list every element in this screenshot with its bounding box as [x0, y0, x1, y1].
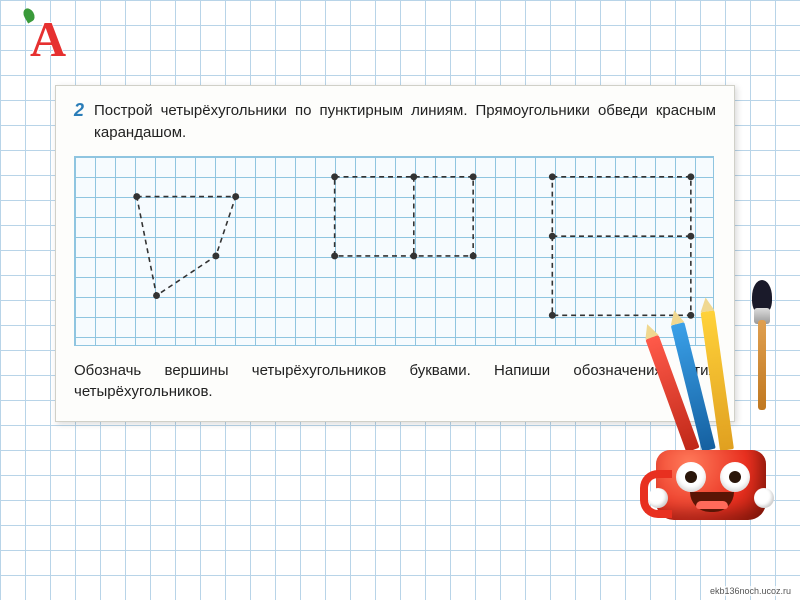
drawing-grid — [74, 156, 714, 346]
shape-rectangles-right — [549, 173, 694, 318]
shape-rectangles-middle — [331, 173, 476, 259]
mouth-icon — [690, 492, 734, 512]
exercise-panel: 2 Построй четырёхугольники по пунктирным… — [55, 85, 735, 422]
mascot-pencil-cup — [642, 300, 782, 520]
hand-right-icon — [754, 488, 774, 508]
exercise-instruction-bottom: Обозначь вершины четырёхугольников буква… — [74, 360, 716, 404]
exercise-instruction-top: Построй четырёхугольники по пунктирным л… — [94, 100, 716, 144]
eye-left-icon — [676, 462, 706, 492]
shapes-svg — [75, 157, 713, 345]
watermark-text: ekb136noch.ucoz.ru — [707, 586, 794, 596]
task-header-row: 2 Построй четырёхугольники по пунктирным… — [74, 100, 716, 144]
cup-face — [656, 450, 766, 520]
exercise-number: 2 — [74, 100, 84, 121]
paintbrush-icon — [750, 280, 774, 410]
decorative-letter-a: А — [30, 10, 66, 68]
shape-quadrilateral-1 — [133, 193, 239, 299]
eye-right-icon — [720, 462, 750, 492]
hand-left-icon — [648, 488, 668, 508]
